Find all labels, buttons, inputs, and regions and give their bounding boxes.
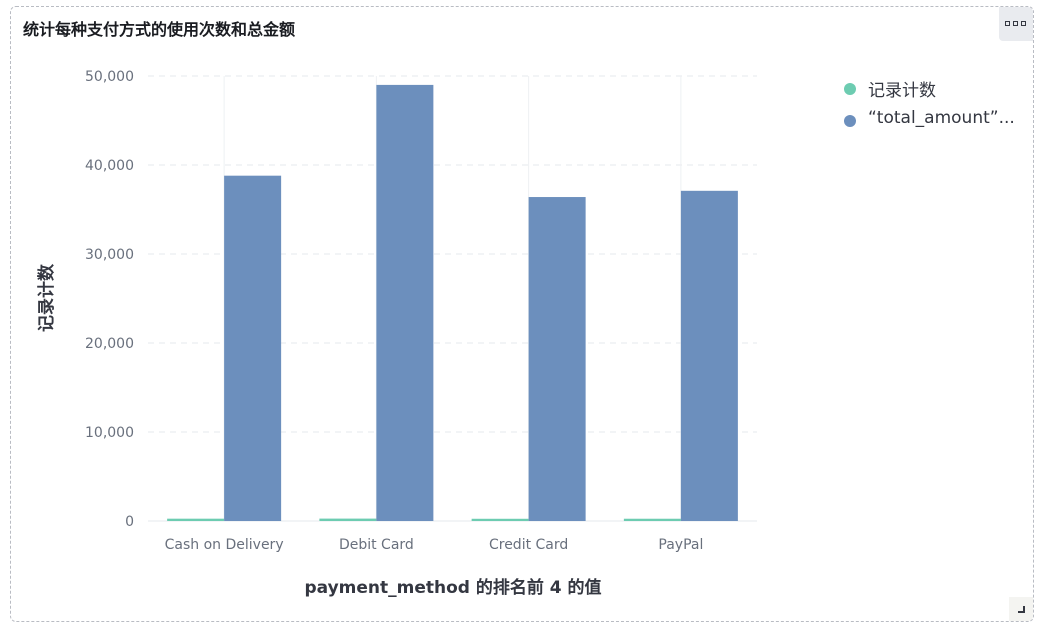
y-tick-label: 20,000 bbox=[85, 336, 134, 352]
y-axis-ticks: 0 10,000 20,000 30,000 40,000 50,000 bbox=[85, 69, 134, 530]
bar-count[interactable]: Credit Card: 250 bbox=[471, 518, 529, 521]
legend-label-total-amount: “total_amount”... bbox=[868, 108, 1015, 128]
x-axis-ticks: Cash on Delivery Debit Card Credit Card Pay… bbox=[165, 537, 704, 553]
panel-options-button[interactable] bbox=[999, 7, 1033, 41]
x-tick-label: PayPal bbox=[658, 537, 703, 553]
x-axis-title: payment_method 的排名前 4 的值 bbox=[304, 577, 601, 598]
bar-count[interactable]: PayPal: 255 bbox=[623, 518, 681, 521]
y-axis-title: 记录计数 bbox=[36, 263, 57, 332]
y-tick-label: 50,000 bbox=[85, 69, 134, 85]
legend-dot-total-amount bbox=[844, 115, 856, 127]
panel-title: 统计每种支付方式的使用次数和总金额 bbox=[23, 20, 296, 39]
panel-resize-handle[interactable] bbox=[1009, 597, 1033, 621]
bar-total-amount[interactable]: PayPal: 37100 bbox=[680, 190, 738, 521]
y-tick-label: 10,000 bbox=[85, 425, 134, 441]
chart-bars: Cash on Delivery: 260Cash on Delivery: 3… bbox=[167, 84, 738, 522]
x-tick-label: Credit Card bbox=[489, 537, 568, 553]
bar-total-amount[interactable]: Cash on Delivery: 38800 bbox=[224, 175, 282, 521]
legend-label-count: 记录计数 bbox=[868, 81, 936, 101]
y-tick-label: 40,000 bbox=[85, 158, 134, 174]
y-tick-label: 30,000 bbox=[85, 247, 134, 263]
bar-total-amount[interactable]: Debit Card: 49000 bbox=[376, 84, 434, 522]
bar-count[interactable]: Cash on Delivery: 260 bbox=[167, 518, 225, 521]
bar-count[interactable]: Debit Card: 270 bbox=[319, 518, 377, 521]
legend-dot-count bbox=[844, 83, 856, 95]
x-tick-label: Debit Card bbox=[339, 537, 414, 553]
resize-corner-icon bbox=[1018, 606, 1025, 613]
x-tick-label: Cash on Delivery bbox=[165, 537, 284, 553]
y-tick-label: 0 bbox=[125, 514, 134, 530]
bar-total-amount[interactable]: Credit Card: 36400 bbox=[528, 197, 586, 522]
